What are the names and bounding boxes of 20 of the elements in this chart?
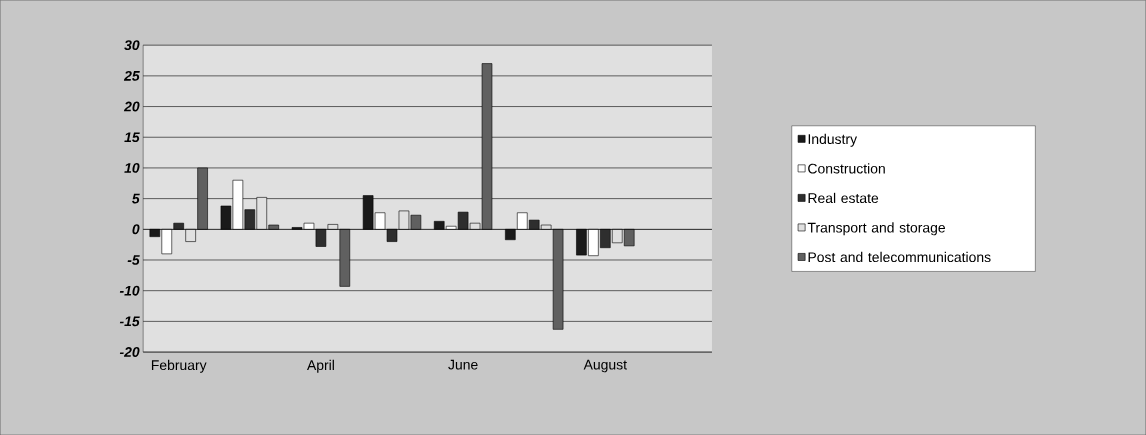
y-tick-label: -10 bbox=[119, 285, 140, 296]
x-tick-label: June bbox=[448, 359, 478, 370]
legend-label: Industry bbox=[808, 133, 858, 147]
y-tick-label: 20 bbox=[123, 101, 140, 112]
y-tick-label: 5 bbox=[132, 193, 140, 204]
y-tick-label: 0 bbox=[132, 224, 140, 235]
x-tick-label: April bbox=[306, 359, 334, 373]
y-tick-label: 10 bbox=[124, 162, 140, 173]
y-tick-label: -20 bbox=[119, 347, 140, 357]
y-tick-label: 15 bbox=[124, 132, 140, 142]
x-tick-label: February bbox=[151, 359, 207, 373]
y-tick-label: -5 bbox=[127, 255, 140, 265]
legend-label: Transport and storage bbox=[807, 222, 946, 236]
y-tick-label: 25 bbox=[123, 70, 140, 81]
legend-label: Real estate bbox=[808, 192, 879, 203]
legend-label: Post and telecommunications bbox=[808, 251, 991, 262]
legend-label: Construction bbox=[808, 163, 885, 174]
y-tick-label: 30 bbox=[124, 40, 140, 50]
y-tick-label: -15 bbox=[119, 316, 140, 327]
x-tick-label: August bbox=[583, 359, 627, 373]
